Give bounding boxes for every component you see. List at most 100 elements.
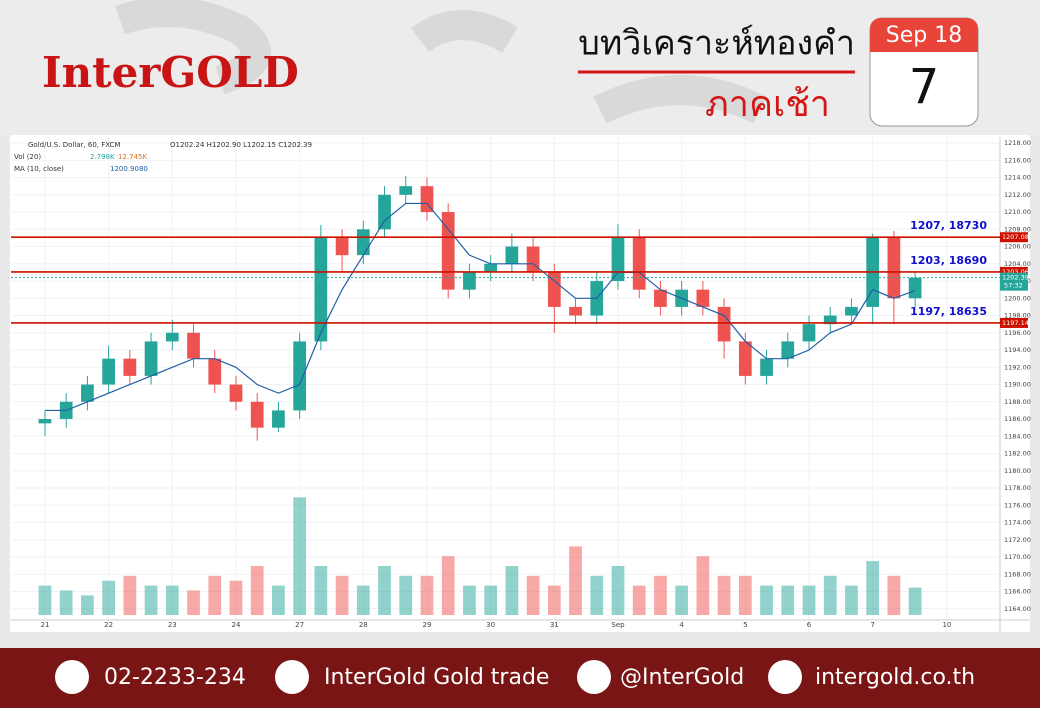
volume-bar bbox=[165, 585, 179, 615]
volume-bar bbox=[569, 546, 582, 615]
level-annotation: 1207, 18730 bbox=[910, 219, 987, 232]
candle-body bbox=[717, 306, 731, 342]
y-tick-label: 1200.00 bbox=[1004, 294, 1031, 302]
volume-bar bbox=[123, 575, 137, 615]
candle-body bbox=[526, 246, 540, 273]
candle-body bbox=[463, 272, 476, 290]
volume-bar bbox=[505, 566, 519, 615]
y-tick-label: 1196.00 bbox=[1004, 329, 1031, 337]
level-tag-label: 1207.08 bbox=[1002, 233, 1029, 241]
web-icon bbox=[768, 660, 802, 694]
y-tick-label: 1214.00 bbox=[1004, 174, 1031, 182]
volume-bar bbox=[590, 575, 604, 615]
volume-bar bbox=[781, 585, 795, 615]
y-tick-label: 1198.00 bbox=[1004, 312, 1031, 320]
volume-bar bbox=[611, 566, 625, 615]
legend-vol-value-2: 12.745K bbox=[118, 153, 147, 161]
y-tick-label: 1176.00 bbox=[1004, 501, 1031, 509]
volume-bar bbox=[547, 585, 561, 615]
y-tick-label: 1204.00 bbox=[1004, 260, 1031, 268]
volume-bar bbox=[696, 556, 710, 615]
plot: 1164.00 1166.00 1168.00 1170.00 1172.00 1174.… bbox=[11, 137, 1031, 632]
footer-website: intergold.co.th bbox=[815, 665, 975, 690]
legend-vol-value-1: 2.798K bbox=[90, 153, 115, 161]
volume-bar bbox=[250, 566, 264, 615]
level-tag bbox=[1000, 317, 1028, 328]
y-tick-label: 1218.00 bbox=[1004, 139, 1031, 147]
volume-bar bbox=[526, 575, 540, 615]
ma-line bbox=[44, 202, 916, 412]
volume-bar bbox=[908, 587, 922, 615]
volume-bar bbox=[760, 585, 773, 615]
candle-body bbox=[399, 186, 413, 195]
volume-bar bbox=[484, 585, 498, 615]
x-tick-label: 29 bbox=[423, 621, 432, 629]
candle-body bbox=[293, 341, 307, 411]
candle-body bbox=[569, 306, 582, 316]
candle-body bbox=[208, 358, 222, 385]
candle-body bbox=[38, 419, 52, 424]
level-annotation: 1197, 18635 bbox=[910, 305, 987, 318]
x-tick-label: 23 bbox=[168, 621, 177, 629]
x-tick-label: 5 bbox=[743, 621, 747, 629]
footer-bg bbox=[0, 648, 1040, 708]
y-tick-label: 1168.00 bbox=[1004, 570, 1031, 578]
candle-body bbox=[611, 237, 625, 282]
level-tag bbox=[1000, 266, 1028, 277]
y-tick-label: 1172.00 bbox=[1004, 536, 1031, 544]
date-badge-top bbox=[870, 18, 978, 52]
volume-bar bbox=[463, 585, 476, 615]
date-day: 7 bbox=[909, 59, 940, 115]
candle-body bbox=[802, 324, 816, 342]
x-tick-label: 28 bbox=[359, 621, 368, 629]
legend-symbol: Gold/U.S. Dollar, 60, FXCM bbox=[28, 141, 120, 149]
volume-bar bbox=[717, 575, 731, 615]
candle-body bbox=[654, 289, 667, 307]
countdown: 57:32 bbox=[1004, 282, 1023, 290]
volume-bar bbox=[866, 561, 880, 615]
candle-body bbox=[378, 194, 391, 230]
brand: InterGOLD bbox=[42, 48, 299, 97]
x-tick-label: 30 bbox=[486, 621, 495, 629]
volume-bar bbox=[335, 575, 349, 615]
candle-body bbox=[250, 401, 264, 428]
candle-body bbox=[144, 341, 158, 376]
level-annotation: 1203, 18690 bbox=[910, 254, 987, 267]
x-tick-label: 7 bbox=[870, 621, 874, 629]
map-decoration bbox=[115, 0, 767, 124]
candle-body bbox=[441, 212, 455, 290]
level-tag bbox=[1000, 232, 1028, 243]
footer-line: @InterGold bbox=[620, 665, 744, 690]
volume-bar bbox=[59, 590, 73, 615]
candle-body bbox=[823, 315, 837, 325]
candle-body bbox=[632, 237, 646, 290]
y-tick-label: 1210.00 bbox=[1004, 208, 1031, 216]
volume-bar bbox=[802, 585, 816, 615]
candle-body bbox=[696, 289, 710, 307]
x-tick-label: 22 bbox=[104, 621, 113, 629]
y-tick-label: 1164.00 bbox=[1004, 605, 1031, 613]
candle-body bbox=[335, 237, 349, 256]
facebook-icon bbox=[275, 660, 309, 694]
footer-phone: 02-2233-234 bbox=[104, 665, 246, 690]
volume-bar bbox=[675, 585, 689, 615]
volume-bar bbox=[632, 585, 646, 615]
y-tick-label: 1174.00 bbox=[1004, 519, 1031, 527]
candle-body bbox=[123, 358, 137, 376]
candle-body bbox=[908, 277, 922, 299]
candle-body bbox=[272, 410, 285, 428]
x-tick-label: 31 bbox=[550, 621, 559, 629]
candle-body bbox=[187, 332, 200, 359]
y-tick-label: 1186.00 bbox=[1004, 415, 1031, 423]
volume-bar bbox=[378, 566, 391, 615]
y-tick-label: 1184.00 bbox=[1004, 432, 1031, 440]
last-price-label: 1202.39 bbox=[1002, 274, 1029, 282]
candle-body bbox=[547, 272, 561, 307]
x-tick-label: Sep bbox=[611, 621, 625, 629]
footer-facebook: InterGold Gold trade bbox=[324, 665, 549, 690]
x-tick-label: 10 bbox=[942, 621, 951, 629]
subtitle: ภาคเช้า bbox=[705, 84, 830, 125]
volume-bar bbox=[420, 575, 434, 615]
phone-icon bbox=[55, 660, 89, 694]
